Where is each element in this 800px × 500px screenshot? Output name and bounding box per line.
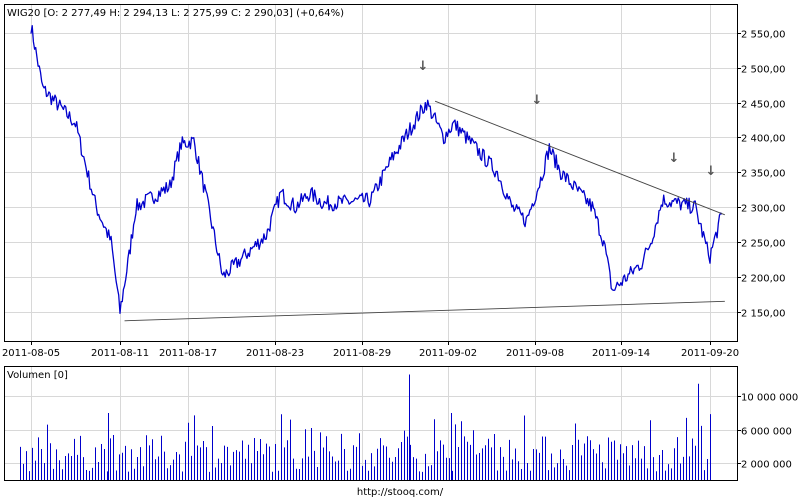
annotation-arrow: ↓ [418, 59, 429, 74]
price-chart-title: WIG20 [O: 2 277,49 H: 2 294,13 L: 2 275,… [7, 8, 344, 19]
x-tick-label: 2011-08-23 [246, 348, 304, 359]
price-y-axis: 2 150,00 2 200,00 2 250,00 2 300,00 2 350,00… [737, 30, 786, 320]
price-tick-label: 2 150,00 [741, 309, 786, 320]
volume-chart-title: Volumen [0] [7, 370, 68, 381]
volume-panel-frame [4, 366, 738, 481]
annotation-arrow: ↓ [669, 151, 680, 166]
x-tick-label: 2011-09-02 [419, 348, 477, 359]
trendlines [124, 100, 725, 322]
x-tick-label: 2011-08-17 [159, 348, 217, 359]
price-tick-label: 2 250,00 [741, 239, 786, 250]
x-tick-label: 2011-09-20 [681, 348, 739, 359]
price-tick-label: 2 500,00 [741, 65, 786, 76]
price-tick-label: 2 300,00 [741, 204, 786, 215]
price-tick-label: 2 400,00 [741, 134, 786, 145]
price-tick-label: 2 350,00 [741, 169, 786, 180]
volume-y-axis: 2 000 000 6 000 000 10 000 000 [737, 393, 798, 471]
price-tick-label: 2 550,00 [741, 30, 786, 41]
annotation-arrow: ↓ [706, 164, 717, 179]
x-axis: 2011-08-05 2011-08-11 2011-08-17 2011-08-23… [2, 341, 739, 359]
price-grid [5, 5, 737, 341]
price-tick-label: 2 200,00 [741, 274, 786, 285]
footer-url[interactable]: http://stooq.com/ [357, 487, 444, 498]
x-tick-label: 2011-08-29 [333, 348, 391, 359]
volume-bars [20, 374, 711, 480]
annotation-arrows: ↓ ↓ ↓ ↓ [418, 59, 717, 179]
x-tick-label: 2011-08-05 [2, 348, 60, 359]
volume-tick-label: 6 000 000 [741, 427, 792, 438]
trendline [434, 100, 725, 216]
price-line [30, 25, 723, 314]
volume-tick-label: 2 000 000 [741, 460, 792, 471]
x-tick-label: 2011-08-11 [91, 348, 149, 359]
price-series [30, 25, 723, 314]
x-tick-label: 2011-09-14 [592, 348, 650, 359]
price-tick-label: 2 450,00 [741, 100, 786, 111]
annotation-arrow: ↓ [532, 93, 543, 108]
x-tick-label: 2011-09-08 [506, 348, 564, 359]
volume-tick-label: 10 000 000 [741, 393, 798, 404]
trendline [124, 300, 725, 322]
